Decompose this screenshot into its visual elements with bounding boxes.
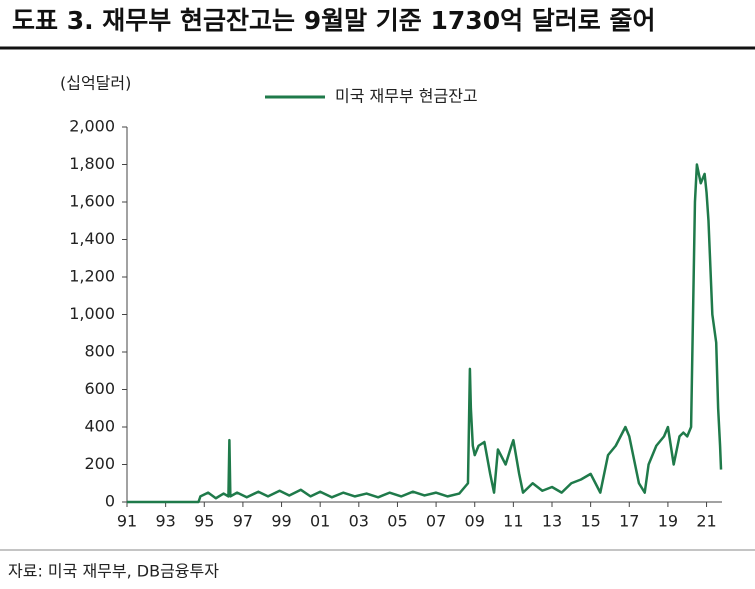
x-tick-label: 19 — [658, 512, 678, 531]
source-note: 자료: 미국 재무부, DB금융투자 — [8, 562, 219, 581]
y-tick-label: 600 — [84, 379, 115, 398]
x-tick-label: 91 — [117, 512, 137, 531]
legend-label: 미국 재무부 현금잔고 — [335, 87, 478, 106]
y-tick-label: 400 — [84, 417, 115, 436]
y-axis-label: (십억달러) — [60, 74, 131, 93]
x-tick-label: 09 — [465, 512, 485, 531]
y-tick-label: 0 — [105, 492, 115, 511]
series-line — [127, 163, 723, 504]
x-tick-label: 11 — [503, 512, 523, 531]
x-tick-label: 17 — [619, 512, 639, 531]
x-tick-label: 07 — [426, 512, 446, 531]
x-tick-label: 05 — [387, 512, 407, 531]
x-tick-label: 15 — [580, 512, 600, 531]
y-tick-label: 1,200 — [69, 267, 115, 286]
x-tick-label: 99 — [271, 512, 291, 531]
x-tick-label: 95 — [194, 512, 214, 531]
y-tick-label: 1,000 — [69, 304, 115, 323]
x-tick-label: 13 — [542, 512, 562, 531]
x-tick-label: 97 — [233, 512, 253, 531]
y-tick-label: 1,800 — [69, 154, 115, 173]
y-tick-label: 800 — [84, 342, 115, 361]
y-tick-label: 1,600 — [69, 192, 115, 211]
y-tick-label: 1,400 — [69, 229, 115, 248]
y-tick-label: 2,000 — [69, 117, 115, 136]
y-tick-label: 200 — [84, 454, 115, 473]
chart-title: 도표 3. 재무부 현금잔고는 9월말 기준 1730억 달러로 줄어 — [12, 6, 656, 35]
x-tick-label: 93 — [155, 512, 175, 531]
x-tick-label: 03 — [349, 512, 369, 531]
x-tick-label: 01 — [310, 512, 330, 531]
x-tick-label: 21 — [696, 512, 716, 531]
